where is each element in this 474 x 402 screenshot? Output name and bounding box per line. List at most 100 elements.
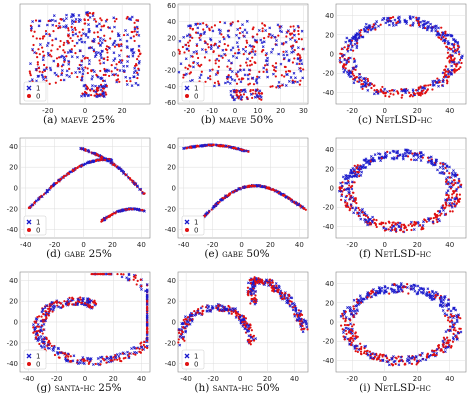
data-point-class1 [40,195,44,198]
data-point-class1 [246,77,250,81]
data-point-class1 [230,61,233,65]
data-point-class1 [366,88,370,92]
data-point-class0 [271,289,274,292]
data-point-class1 [350,175,354,179]
data-point-class1 [425,292,429,296]
data-point-class0 [183,51,186,54]
data-point-class1 [457,313,461,317]
data-point-class0 [391,89,394,92]
data-point-class0 [52,301,56,305]
data-point-class0 [342,188,346,191]
data-point-class1 [29,62,32,66]
data-point-class1 [368,24,372,28]
data-point-class0 [99,363,102,366]
data-point-class0 [391,364,394,367]
data-point-class0 [358,208,361,212]
data-point-class0 [269,278,272,281]
data-point-class0 [297,33,300,36]
data-point-class1 [135,184,139,188]
data-point-class0 [352,57,356,60]
data-point-class0 [288,300,292,303]
data-point-class1 [429,159,433,163]
data-point-class0 [245,96,248,99]
x-tick-label: 20 [108,241,117,249]
data-point-class1 [352,298,356,302]
data-point-class0 [251,35,254,38]
data-point-class1 [292,71,296,75]
data-point-class1 [355,40,359,43]
legend-marker [26,219,32,225]
data-point-class0 [69,37,72,40]
data-point-class1 [59,306,63,310]
data-point-class1 [289,37,292,41]
data-point-class1 [30,203,34,207]
data-point-class0 [47,341,50,344]
data-point-class0 [47,307,50,310]
data-point-class1 [88,15,92,19]
data-point-class1 [346,306,349,309]
data-point-class1 [112,41,116,45]
data-point-class0 [229,67,232,70]
data-point-class0 [45,336,48,339]
data-point-class1 [185,34,189,38]
data-point-class0 [41,37,44,40]
data-point-class0 [291,61,294,64]
data-point-class1 [343,58,347,62]
data-point-class0 [446,319,450,322]
data-point-class0 [41,318,44,321]
data-point-class1 [412,158,416,162]
data-point-class1 [60,54,64,58]
data-point-class1 [353,344,357,348]
data-point-class0 [118,357,121,361]
data-point-class0 [71,39,74,43]
data-point-class1 [444,330,448,333]
data-point-class0 [86,303,89,306]
data-point-class1 [200,144,203,148]
data-point-class0 [112,356,115,359]
data-point-class0 [353,200,356,203]
data-point-class0 [76,166,79,169]
data-point-class1 [446,68,450,71]
data-point-class0 [421,227,424,231]
data-point-class0 [455,195,458,198]
data-point-class0 [372,23,375,26]
data-point-class0 [352,49,355,52]
data-point-class1 [426,287,430,291]
data-point-class0 [99,17,102,20]
data-point-class0 [444,345,447,348]
data-point-class1 [260,41,264,44]
data-point-class1 [55,351,59,354]
data-point-class1 [228,146,231,149]
data-point-class0 [451,340,455,343]
data-point-class0 [76,75,79,79]
data-point-class1 [53,345,56,349]
data-point-class1 [145,333,149,337]
data-point-class0 [99,272,102,276]
data-point-class1 [133,350,136,354]
data-point-class1 [366,30,370,34]
data-point-class0 [451,210,454,213]
data-point-class1 [82,163,85,167]
data-point-class1 [347,188,351,191]
data-point-class0 [28,70,31,73]
data-point-class1 [216,307,220,310]
data-point-class1 [364,344,368,348]
data-point-class1 [456,40,460,44]
x-tick-label: -20 [49,241,60,249]
data-point-class1 [126,350,129,354]
data-point-class1 [111,43,115,46]
data-point-class1 [441,84,445,88]
data-point-class0 [444,65,448,68]
y-tick-label: -40 [165,360,176,368]
data-point-class0 [386,150,389,154]
data-point-class0 [367,28,370,31]
data-point-class0 [129,177,132,180]
data-point-class1 [361,84,365,88]
data-point-class1 [133,66,137,70]
data-point-class1 [300,29,304,33]
data-point-class0 [106,58,109,62]
data-point-class0 [49,342,52,345]
data-point-class0 [224,54,227,57]
data-point-class1 [94,84,97,88]
data-point-class0 [135,64,138,67]
